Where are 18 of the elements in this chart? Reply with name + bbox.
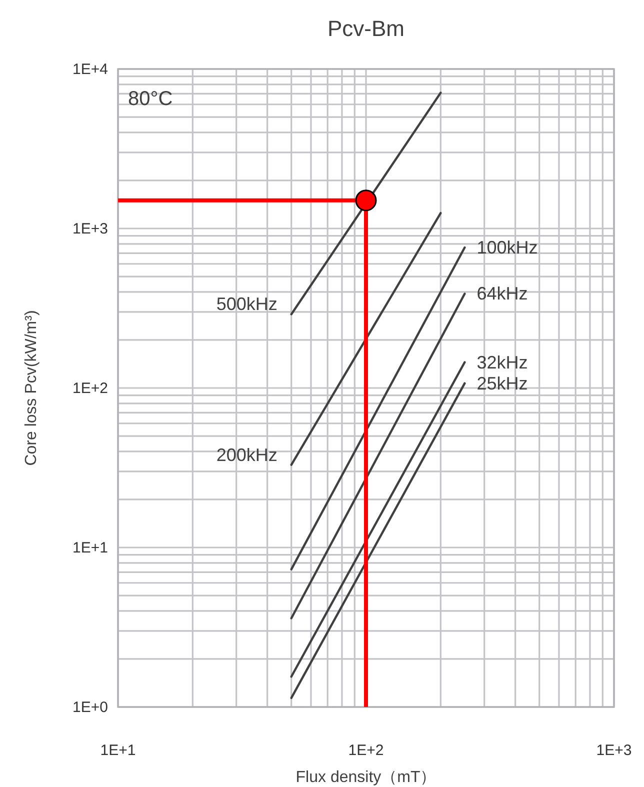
x-tick-label: 1E+1 xyxy=(100,742,136,759)
y-axis-title: Core loss Pcv(kW/m³) xyxy=(23,310,40,466)
y-tick-label: 1E+3 xyxy=(72,220,108,238)
chart-title: Pcv-Bm xyxy=(328,16,404,41)
annotation: 80°C xyxy=(128,88,173,110)
series-label: 32kHz xyxy=(476,352,528,372)
series-label: 100kHz xyxy=(476,238,538,258)
series-label: 200kHz xyxy=(216,444,278,465)
x-tick-label: 1E+2 xyxy=(348,742,384,759)
y-tick-label: 1E+4 xyxy=(72,61,108,78)
series-label: 64kHz xyxy=(476,284,528,304)
y-tick-label: 1E+1 xyxy=(72,540,108,556)
series-label: 25kHz xyxy=(476,373,528,394)
series-label: 500kHz xyxy=(216,294,278,314)
y-tick-label: 1E+0 xyxy=(72,699,108,716)
x-axis-title: Flux density（mT） xyxy=(296,769,436,786)
x-tick-label: 1E+3 xyxy=(596,742,632,759)
y-tick-label: 1E+2 xyxy=(72,380,108,397)
